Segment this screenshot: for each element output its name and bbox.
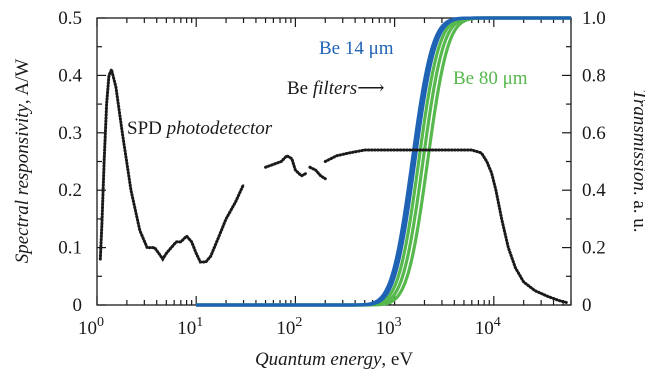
x-axis-title: Quantum energy, eV (255, 349, 413, 370)
y-left-tick-label: 0.4 (58, 65, 82, 86)
plot-frame (96, 17, 572, 306)
x-tick-label: 103 (376, 315, 402, 339)
x-tick-label: 101 (177, 315, 203, 339)
y-right-tick-label: 0.2 (582, 238, 606, 259)
transmission-series-line (196, 16, 572, 307)
y-right-tick-label: 0 (582, 295, 592, 316)
arrow-right-icon: ⟶ (357, 78, 384, 99)
responsivity-series-markers (308, 165, 327, 181)
tick-marks (96, 17, 572, 306)
tick-labels: 100 101 102 103 104 0 0.1 0.2 0.3 0.4 0.5 0 0.2 0.4 0.… (58, 8, 606, 339)
y-right-tick-label: 0.4 (582, 180, 606, 201)
y-right-tick-label: 1.0 (582, 8, 606, 29)
responsivity-series-markers (323, 148, 569, 305)
x-tick-label: 100 (78, 315, 104, 339)
annotation-spd-photodetector: SPD photodetector (127, 118, 273, 139)
annotation-be-14um: Be 14 μm (319, 38, 394, 59)
responsivity-series-markers (264, 153, 309, 178)
y-left-tick-label: 0.1 (58, 238, 82, 259)
y-axis-right-title: Transmission. a. u. (629, 89, 645, 232)
y-axis-left-title: Spectral responsivity, A/W (12, 59, 33, 264)
series (98, 16, 572, 307)
responsivity-series-markers (98, 65, 246, 264)
y-left-tick-label: 0.5 (58, 8, 82, 29)
y-right-tick-label: 0.6 (582, 123, 606, 144)
responsivity-series-line (99, 68, 245, 263)
y-right-tick-label: 0.8 (582, 65, 606, 86)
x-tick-label: 104 (475, 315, 501, 339)
x-tick-label: 102 (276, 315, 302, 339)
y-left-tick-label: 0.3 (58, 123, 82, 144)
annotation-be-80um: Be 80 μm (453, 68, 528, 89)
responsivity-series-line (324, 149, 568, 304)
y-left-tick-label: 0 (73, 295, 83, 316)
y-left-tick-label: 0.2 (58, 180, 82, 201)
annotation-be-filters: Be filters⟶ (287, 78, 384, 99)
